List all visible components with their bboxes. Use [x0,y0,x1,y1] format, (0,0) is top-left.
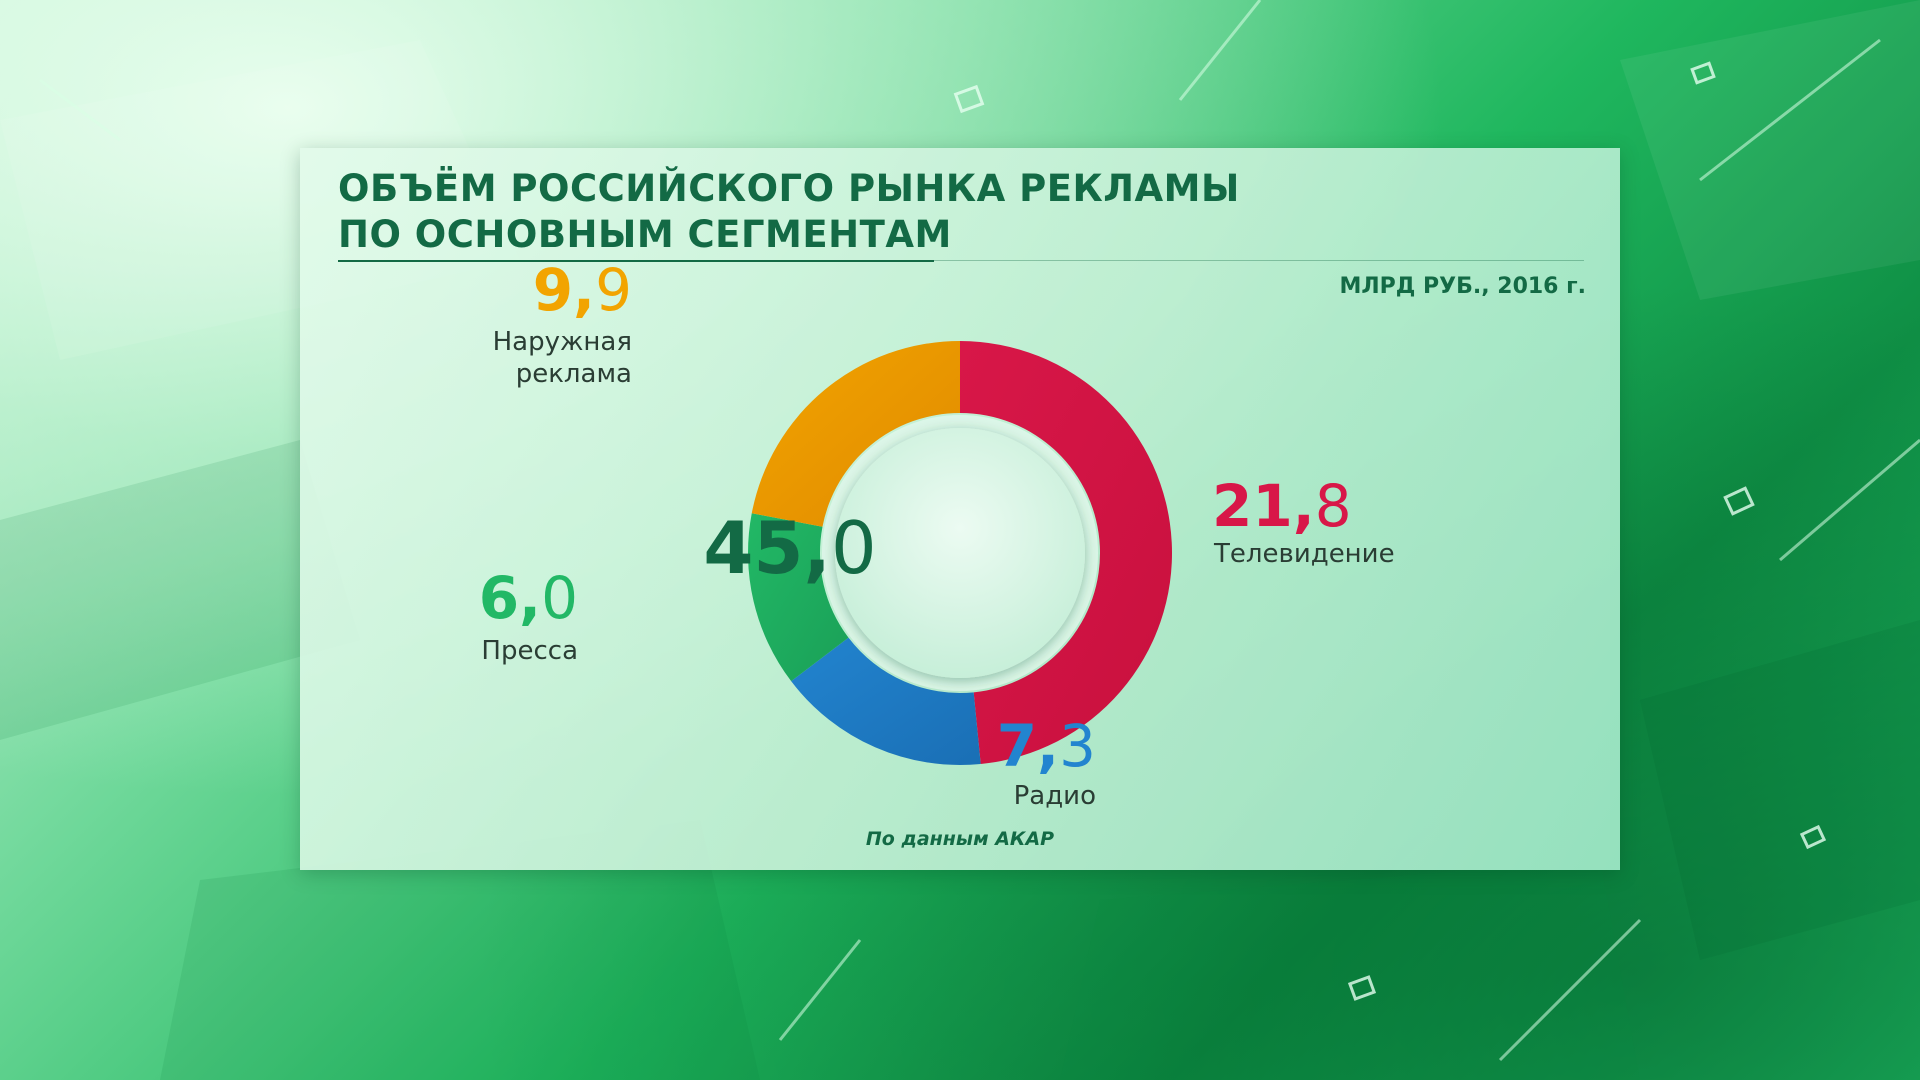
donut-slice-outdoor [751,341,960,527]
units-label: МЛРД РУБ., 2016 г. [1339,274,1586,299]
value-press: 6,0 [479,566,578,630]
chart-title: ОБЪЁМ РОССИЙСКОГО РЫНКА РЕКЛАМЫ ПО ОСНОВ… [338,166,1240,258]
label-radio: Радио [1013,781,1096,811]
value-press-dec: 0 [541,564,578,632]
value-outdoor-int: 9, [532,256,596,324]
source-note: По данным АКАР [865,828,1055,850]
value-press-int: 6, [478,564,542,632]
total-int: 45, [703,506,831,590]
donut-slice-radio [791,637,981,765]
donut-hole [835,428,1085,678]
donut-chart [748,341,1173,765]
title-rule [934,260,1584,261]
total-dec: 0 [830,506,877,590]
title-line-1: ОБЪЁМ РОССИЙСКОГО РЫНКА РЕКЛАМЫ [338,167,1240,210]
total-value: 45,0 [640,508,940,588]
value-radio-int: 7, [996,712,1060,780]
label-outdoor-line-1: Наружная [492,327,632,357]
value-tv-int: 21, [1212,472,1315,540]
value-outdoor: 9,9 [533,258,632,322]
title-underline [338,260,934,262]
title-line-2: ПО ОСНОВНЫМ СЕГМЕНТАМ [338,213,952,256]
value-tv-dec: 8 [1314,472,1352,540]
label-outdoor: Наружная реклама [493,326,632,390]
value-radio: 7,3 [997,714,1096,778]
label-tv: Телевидение [1214,539,1395,569]
label-outdoor-line-2: реклама [515,359,632,389]
value-radio-dec: 3 [1059,712,1096,780]
donut-slice-press [748,513,849,682]
value-tv: 21,8 [1212,474,1352,538]
value-outdoor-dec: 9 [595,256,632,324]
donut-slice-tv [960,341,1173,764]
infographic-panel: ОБЪЁМ РОССИЙСКОГО РЫНКА РЕКЛАМЫ ПО ОСНОВ… [300,148,1620,870]
label-press: Пресса [481,636,578,666]
